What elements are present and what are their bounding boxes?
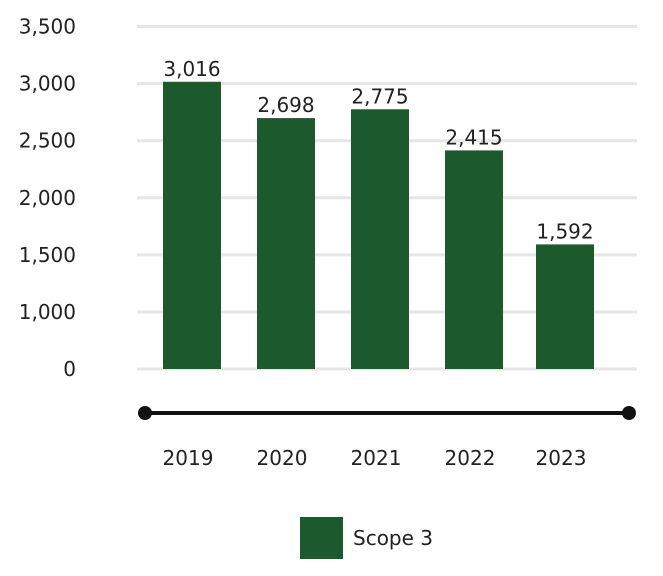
y-tick-label: 3,500 bbox=[19, 15, 76, 39]
bar-2020 bbox=[257, 118, 315, 369]
data-label-2022: 2,415 bbox=[445, 125, 502, 149]
x-axis-cap-right bbox=[622, 406, 636, 420]
bar-2019 bbox=[163, 81, 221, 369]
x-tick-label-2020: 2020 bbox=[257, 446, 308, 470]
x-axis-ticks: 2019 2020 2021 2022 2023 bbox=[163, 446, 587, 470]
data-label-2019: 3,016 bbox=[163, 57, 220, 81]
bar-2023 bbox=[536, 244, 594, 369]
y-tick-label: 3,000 bbox=[19, 72, 76, 96]
bars bbox=[163, 81, 594, 370]
y-tick-label: 2,500 bbox=[19, 129, 76, 153]
x-tick-label-2019: 2019 bbox=[163, 446, 214, 470]
bar-2022 bbox=[445, 150, 503, 369]
x-tick-label-2022: 2022 bbox=[445, 446, 496, 470]
y-tick-label: 1,500 bbox=[19, 243, 76, 267]
x-axis bbox=[138, 406, 636, 420]
legend-swatch bbox=[300, 517, 343, 559]
bar-2021 bbox=[351, 109, 409, 370]
x-axis-cap-left bbox=[138, 406, 152, 420]
y-tick-label: 1,000 bbox=[19, 300, 76, 324]
y-tick-label: 0 bbox=[63, 357, 76, 381]
data-label-2021: 2,775 bbox=[351, 84, 408, 108]
data-label-2020: 2,698 bbox=[257, 93, 314, 117]
legend-label: Scope 3 bbox=[353, 526, 433, 550]
y-tick-label: 2,000 bbox=[19, 186, 76, 210]
legend: Scope 3 bbox=[300, 517, 433, 559]
x-tick-label-2023: 2023 bbox=[536, 446, 587, 470]
data-labels: 3,016 2,698 2,775 2,415 1,592 bbox=[163, 57, 593, 244]
x-tick-label-2021: 2021 bbox=[351, 446, 402, 470]
y-axis-ticks: 0 1,000 1,500 2,000 2,500 3,000 3,500 bbox=[19, 15, 76, 382]
data-label-2023: 1,592 bbox=[536, 219, 593, 243]
